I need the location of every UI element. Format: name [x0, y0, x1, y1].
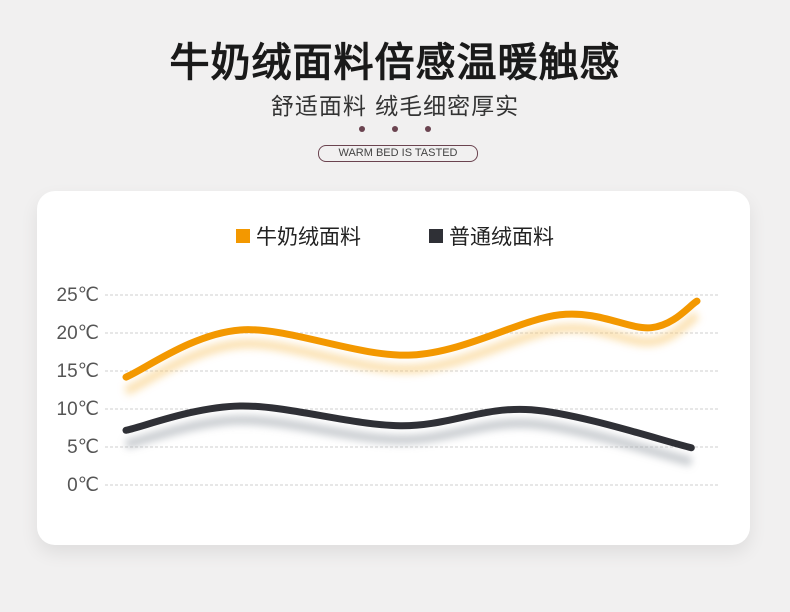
y-tick-label: 10℃ [57, 399, 99, 420]
ornament-dots [359, 126, 431, 132]
series-line-ordinary-velvet [122, 402, 695, 452]
legend-item-ordinary-velvet: 普通绒面料 [429, 221, 554, 251]
page-title: 牛奶绒面料倍感温暖触感 [169, 40, 621, 86]
legend-item-milk-velvet: 牛奶绒面料 [236, 221, 361, 251]
y-tick-label: 0℃ [67, 475, 99, 496]
series-shadow [124, 415, 693, 467]
dot [425, 126, 431, 132]
series-shadow [124, 311, 700, 396]
dot [359, 126, 365, 132]
legend-label: 普通绒面料 [449, 225, 554, 249]
chart-legend: 牛奶绒面料 普通绒面料 [0, 221, 790, 251]
tagline-badge: WARM BED IS TASTED [318, 145, 478, 162]
y-tick-label: 5℃ [67, 437, 99, 458]
page-subtitle: 舒适面料 绒毛细密厚实 [270, 94, 520, 120]
legend-swatch [236, 229, 250, 243]
series-line-milk-velvet [122, 297, 701, 381]
y-tick-label: 20℃ [57, 323, 99, 344]
legend-swatch [429, 229, 443, 243]
legend-label: 牛奶绒面料 [256, 225, 361, 249]
y-tick-label: 25℃ [57, 285, 99, 306]
dot [392, 126, 398, 132]
y-tick-label: 15℃ [57, 361, 99, 382]
